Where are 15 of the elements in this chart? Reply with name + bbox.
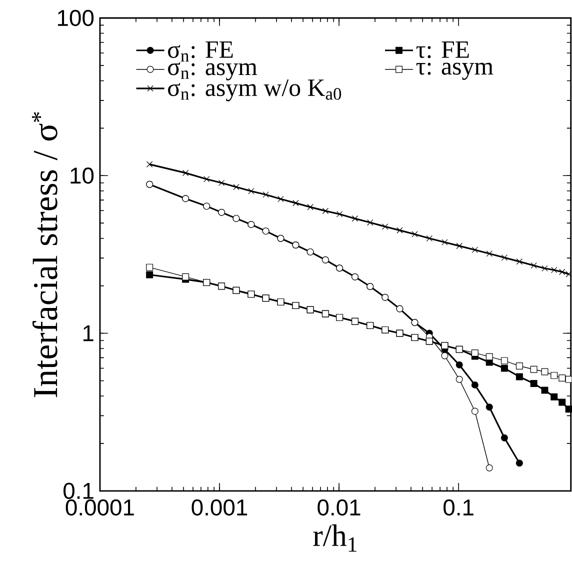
x-axis-title: r/h$_{1}$: [313, 524, 356, 552]
x-tick-label: 0.001: [192, 499, 248, 516]
y-tick-label: 10: [70, 168, 94, 184]
legend-label: σ$_{n}$: asym: [168, 62, 258, 80]
y-tick-label: 100: [58, 10, 94, 26]
legend-label: σ$_{n}$: asym w/o K$_{a0}$: [168, 80, 342, 102]
legend-label: τ: asym: [416, 62, 494, 80]
y-tick-label: 1: [83, 325, 94, 342]
x-tick-label: 0.01: [318, 499, 360, 516]
legend-label: σ$_{n}$: FE: [168, 42, 233, 62]
x-tick-label: 0.0001: [66, 499, 134, 516]
y-axis-title: Interfacial stress / σ$^{*}$: [32, 112, 58, 398]
y-tick-label: 0.1: [64, 482, 94, 500]
legend-label: τ: FE: [416, 42, 469, 58]
x-tick-label: 0.1: [444, 499, 474, 516]
